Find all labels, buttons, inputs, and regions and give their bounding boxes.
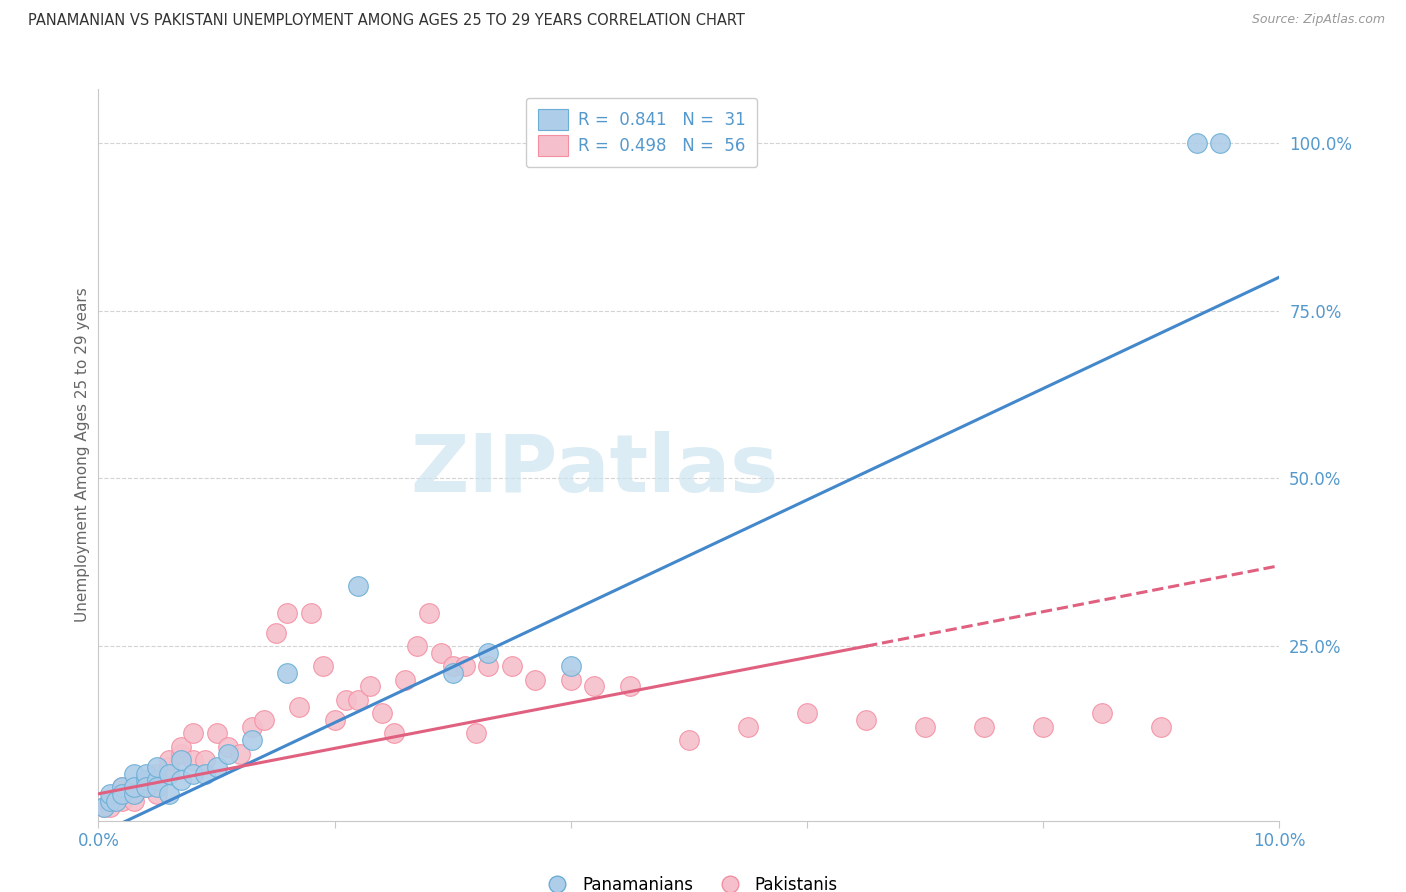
Point bbox=[146, 787, 169, 801]
Text: PANAMANIAN VS PAKISTANI UNEMPLOYMENT AMONG AGES 25 TO 29 YEARS CORRELATION CHART: PANAMANIAN VS PAKISTANI UNEMPLOYMENT AMO… bbox=[28, 13, 745, 29]
Point bbox=[560, 673, 582, 687]
Point bbox=[98, 787, 121, 801]
Point bbox=[240, 733, 263, 747]
Point bbox=[359, 680, 381, 694]
Point bbox=[796, 706, 818, 721]
Point bbox=[205, 760, 228, 774]
Point bbox=[583, 680, 606, 694]
Point bbox=[146, 780, 169, 794]
Point bbox=[122, 780, 145, 794]
Point bbox=[135, 780, 157, 794]
Point bbox=[347, 693, 370, 707]
Point bbox=[122, 793, 145, 807]
Point bbox=[1150, 720, 1173, 734]
Point bbox=[122, 787, 145, 801]
Point bbox=[855, 713, 877, 727]
Point bbox=[111, 787, 134, 801]
Point bbox=[312, 659, 335, 673]
Point bbox=[441, 659, 464, 673]
Point bbox=[194, 766, 217, 780]
Point bbox=[217, 739, 239, 754]
Point bbox=[170, 739, 193, 754]
Point bbox=[347, 579, 370, 593]
Point bbox=[181, 726, 204, 740]
Point bbox=[288, 699, 311, 714]
Point bbox=[170, 773, 193, 788]
Point bbox=[135, 773, 157, 788]
Point bbox=[170, 747, 193, 761]
Point bbox=[264, 625, 287, 640]
Point bbox=[382, 726, 405, 740]
Point bbox=[524, 673, 547, 687]
Point bbox=[560, 659, 582, 673]
Text: ZIPatlas: ZIPatlas bbox=[411, 431, 779, 508]
Point bbox=[1185, 136, 1208, 150]
Point bbox=[135, 780, 157, 794]
Point bbox=[394, 673, 416, 687]
Point bbox=[122, 766, 145, 780]
Point bbox=[229, 747, 252, 761]
Point bbox=[1091, 706, 1114, 721]
Y-axis label: Unemployment Among Ages 25 to 29 years: Unemployment Among Ages 25 to 29 years bbox=[75, 287, 90, 623]
Point bbox=[98, 793, 121, 807]
Point bbox=[217, 747, 239, 761]
Point bbox=[157, 753, 180, 767]
Point bbox=[418, 606, 440, 620]
Point bbox=[146, 760, 169, 774]
Point bbox=[194, 753, 217, 767]
Point bbox=[146, 766, 169, 780]
Point bbox=[276, 665, 298, 680]
Point bbox=[181, 766, 204, 780]
Point bbox=[619, 680, 641, 694]
Point bbox=[430, 646, 453, 660]
Point bbox=[93, 800, 115, 814]
Point bbox=[973, 720, 995, 734]
Point bbox=[157, 787, 180, 801]
Point bbox=[253, 713, 276, 727]
Point bbox=[111, 793, 134, 807]
Point bbox=[105, 793, 128, 807]
Point bbox=[170, 753, 193, 767]
Point bbox=[501, 659, 523, 673]
Point bbox=[205, 726, 228, 740]
Point bbox=[335, 693, 357, 707]
Point bbox=[406, 639, 429, 653]
Point bbox=[1032, 720, 1054, 734]
Point bbox=[135, 766, 157, 780]
Point bbox=[157, 760, 180, 774]
Point bbox=[276, 606, 298, 620]
Point bbox=[122, 787, 145, 801]
Point bbox=[323, 713, 346, 727]
Point bbox=[181, 753, 204, 767]
Point bbox=[111, 780, 134, 794]
Point bbox=[678, 733, 700, 747]
Point bbox=[146, 773, 169, 788]
Point bbox=[135, 773, 157, 788]
Legend: Panamanians, Pakistanis: Panamanians, Pakistanis bbox=[533, 869, 845, 892]
Point bbox=[93, 800, 115, 814]
Point bbox=[98, 800, 121, 814]
Point bbox=[477, 659, 499, 673]
Point bbox=[914, 720, 936, 734]
Point bbox=[477, 646, 499, 660]
Point bbox=[1209, 136, 1232, 150]
Point bbox=[157, 766, 180, 780]
Text: Source: ZipAtlas.com: Source: ZipAtlas.com bbox=[1251, 13, 1385, 27]
Point bbox=[441, 665, 464, 680]
Point bbox=[240, 720, 263, 734]
Point bbox=[453, 659, 475, 673]
Point bbox=[371, 706, 394, 721]
Point bbox=[98, 793, 121, 807]
Point bbox=[111, 780, 134, 794]
Point bbox=[737, 720, 759, 734]
Point bbox=[299, 606, 322, 620]
Point bbox=[465, 726, 488, 740]
